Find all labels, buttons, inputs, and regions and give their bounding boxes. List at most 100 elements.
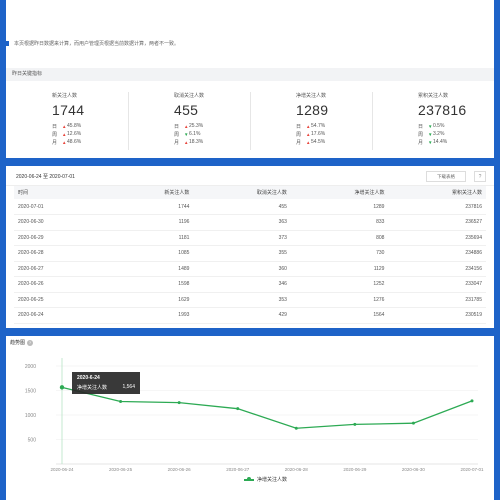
metric-change-row: 日 ▲ 54.7%: [296, 122, 372, 130]
period-label: 日: [296, 123, 302, 130]
download-table-button[interactable]: 下载表格: [426, 171, 466, 182]
column-header[interactable]: 时间: [14, 186, 111, 199]
period-label: 周: [52, 131, 58, 138]
table-cell: 2020-06-30: [14, 214, 111, 231]
table-cell: 346: [193, 276, 291, 293]
data-point: [177, 401, 181, 405]
key-metrics-panel: 本页根据昨日数据来计算，而用户管理页根据当前数据计算，两者不一致。 昨日关键指标…: [6, 0, 494, 158]
metric-change-row: 周 ▲ 17.6%: [296, 130, 372, 138]
table-cell: 360: [193, 261, 291, 277]
change-percent: 17.6%: [311, 131, 326, 137]
table-header-row: 时间 新关注人数 取消关注人数 净增关注人数 累积关注人数: [14, 186, 486, 199]
table-cell: 1993: [110, 307, 194, 324]
table-cell: 1744: [110, 199, 194, 215]
tooltip-label: 净增关注人数: [77, 385, 108, 391]
metric-label: 取消关注人数: [174, 93, 205, 99]
notice-label: 本页根据昨日数据来计算，而用户管理页根据当前数据计算，两者不一致。: [14, 41, 180, 47]
period-label: 日: [52, 123, 58, 130]
date-range[interactable]: 2020-06-24 至 2020-07-01: [16, 174, 75, 180]
arrow-up-icon: ▲: [62, 139, 67, 145]
trend-chart-panel: 500 1000 1500 2000 2020-06-24 2020-06-25 2020-…: [6, 336, 494, 500]
y-tick-label: 2000: [25, 364, 36, 370]
period-label: 月: [418, 139, 424, 146]
legend-label: 净增关注人数: [257, 477, 288, 483]
data-table-panel: 2020-06-24 至 2020-07-01 下载表格 ? 时间 新关注人数 取消…: [6, 166, 494, 328]
x-tick-label: 2020-06-27: [226, 467, 250, 472]
table-cell: 455: [193, 199, 291, 215]
data-point: [294, 426, 298, 430]
period-label: 日: [418, 123, 424, 130]
change-percent: 45.8%: [67, 123, 82, 129]
metric-label: 新关注人数: [52, 93, 78, 99]
table-row: 2020-06-24 1993 429 1564 230519: [14, 307, 486, 324]
table-cell: 373: [193, 230, 291, 246]
metric-change-row: 周 ▼ 3.2%: [418, 130, 494, 138]
arrow-down-icon: ▼: [184, 131, 189, 137]
table-cell: 1181: [110, 230, 194, 246]
change-percent: 14.4%: [433, 139, 448, 145]
table-cell: 234156: [388, 261, 486, 277]
change-percent: 6.1%: [189, 131, 201, 137]
table-row: 2020-06-25 1629 353 1276 231785: [14, 292, 486, 308]
question-icon[interactable]: ?: [27, 339, 34, 346]
x-tick-label: 2020-06-30: [402, 467, 426, 472]
trend-chart[interactable]: 500 1000 1500 2000 2020-06-24 2020-06-25 2020-…: [6, 336, 494, 500]
table-cell: 355: [193, 245, 291, 262]
change-percent: 12.6%: [67, 131, 82, 137]
series-line: [61, 386, 473, 429]
change-percent: 3.2%: [433, 131, 445, 137]
table-row: 2020-06-26 1598 346 1252 233047: [14, 276, 486, 293]
table-cell: 237816: [388, 199, 486, 215]
metric-card: 取消关注人数 455 日 ▲ 25.3% 周 ▼ 6.1% 月 ▲ 18.3%: [128, 88, 250, 152]
column-header[interactable]: 新关注人数: [110, 186, 194, 199]
data-point: [119, 399, 123, 403]
column-header[interactable]: 累积关注人数: [388, 186, 486, 199]
metric-card: 净增关注人数 1289 日 ▲ 54.7% 周 ▲ 17.6% 月 ▲ 54.5…: [250, 88, 372, 152]
table-header-bar: 2020-06-24 至 2020-07-01 下载表格 ?: [6, 166, 494, 186]
metric-label: 净增关注人数: [296, 93, 327, 99]
x-tick-label: 2020-06-24: [50, 467, 74, 472]
arrow-up-icon: ▲: [306, 123, 311, 129]
table-cell: 833: [290, 214, 389, 231]
notice-marker: [6, 41, 9, 46]
metric-change-row: 周 ▲ 12.6%: [52, 130, 128, 138]
table-row: 2020-07-01 1744 455 1289 237816: [14, 199, 486, 215]
data-point: [59, 385, 65, 390]
data-point: [470, 399, 474, 403]
table-cell: 2020-06-27: [14, 261, 111, 277]
table-cell: 429: [193, 307, 291, 324]
chart-legend[interactable]: 净增关注人数: [244, 476, 287, 483]
data-point: [411, 421, 415, 425]
metric-label: 累积关注人数: [418, 93, 449, 99]
table-cell: 230519: [388, 307, 486, 324]
table-cell: 234886: [388, 245, 486, 262]
table-cell: 1289: [290, 199, 389, 215]
column-header[interactable]: 净增关注人数: [290, 186, 389, 199]
metric-value: 455: [174, 102, 199, 118]
help-icon[interactable]: ?: [474, 171, 486, 182]
table-row: 2020-06-30 1196 363 833 236527: [14, 214, 486, 231]
arrow-down-icon: ▼: [428, 139, 433, 145]
metric-change-row: 日 ▲ 45.8%: [52, 122, 128, 130]
metric-card: 累积关注人数 237816 日 ▼ 0.5% 周 ▼ 3.2% 月 ▼ 14.4…: [372, 88, 494, 152]
table-cell: 1196: [110, 214, 194, 231]
column-header[interactable]: 取消关注人数: [193, 186, 291, 199]
table-row: 2020-06-29 1181 373 808 235694: [14, 230, 486, 246]
data-point: [236, 407, 240, 411]
tooltip-value: 1,564: [122, 384, 135, 390]
change-percent: 18.3%: [189, 139, 204, 145]
arrow-down-icon: ▼: [428, 123, 433, 129]
change-percent: 54.5%: [311, 139, 326, 145]
table-cell: 233047: [388, 276, 486, 293]
change-percent: 48.6%: [67, 139, 82, 145]
table-cell: 1252: [290, 276, 389, 293]
arrow-down-icon: ▼: [428, 131, 433, 137]
table-cell: 2020-06-25: [14, 292, 111, 308]
x-tick-label: 2020-07-01: [460, 467, 484, 472]
metric-change-row: 周 ▼ 6.1%: [174, 130, 250, 138]
chart-tooltip: 2020-6-24 净增关注人数 1,564: [72, 372, 140, 394]
period-label: 月: [174, 139, 180, 146]
chart-title: 趋势图 ?: [10, 339, 34, 346]
table-cell: 1489: [110, 261, 194, 277]
table-cell: 730: [290, 245, 389, 262]
